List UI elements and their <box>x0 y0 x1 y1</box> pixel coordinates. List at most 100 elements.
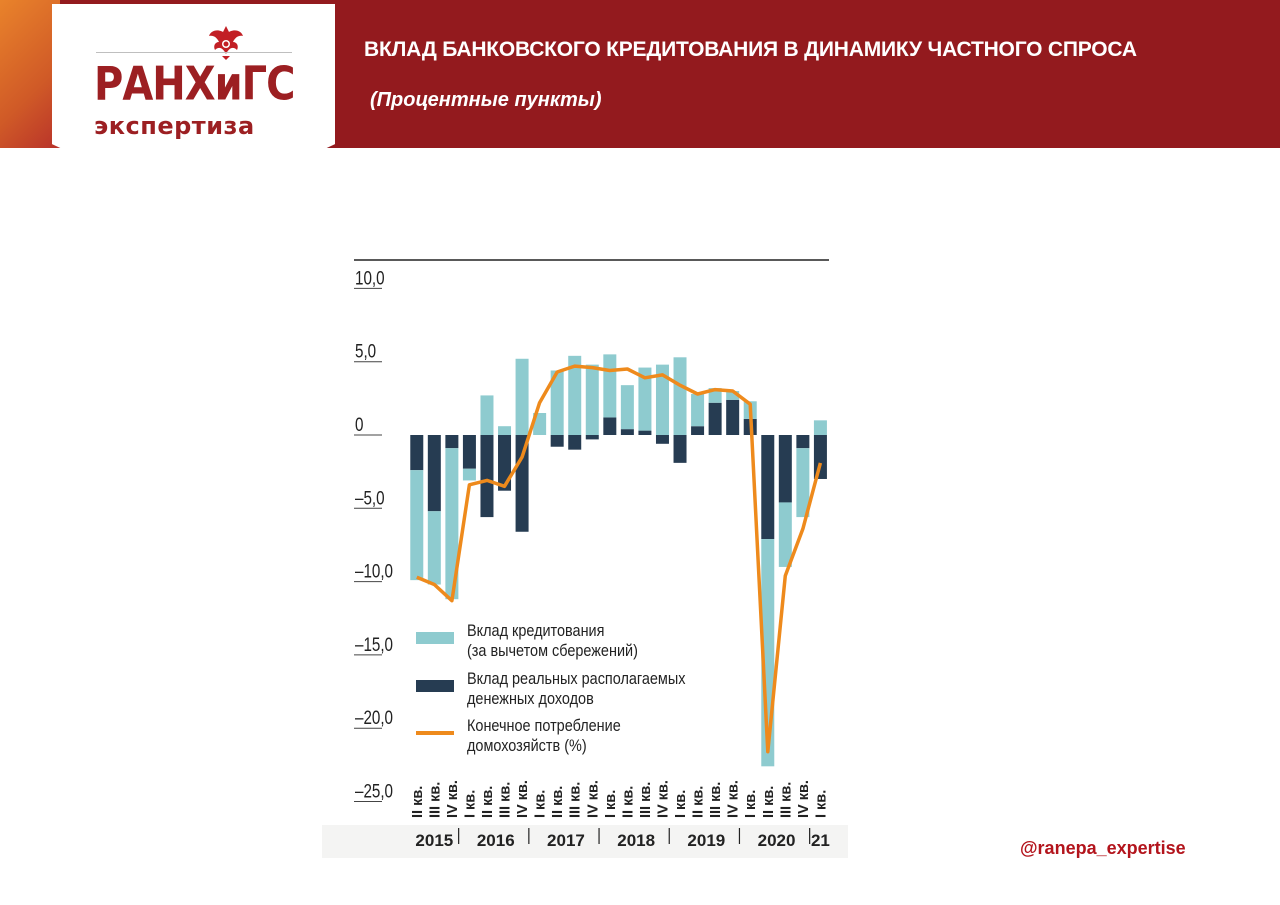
y-tick-label: –5,0 <box>355 487 385 509</box>
social-handle[interactable]: @ranepa_expertise <box>1020 838 1186 858</box>
credit-bar <box>585 364 599 435</box>
x-tick-label: II кв. <box>761 786 777 818</box>
y-tick-label: –25,0 <box>355 780 393 802</box>
year-label: 2018 <box>617 831 655 850</box>
x-tick-label: III кв. <box>498 782 514 818</box>
page-title: ВКЛАД БАНКОВСКОГО КРЕДИТОВАНИЯ В ДИНАМИК… <box>364 38 1137 61</box>
x-tick-label: I кв. <box>603 790 619 818</box>
x-tick-label: II кв. <box>691 786 707 818</box>
income-bar <box>778 435 792 503</box>
income-bar <box>515 435 529 532</box>
y-tick-label: 5,0 <box>355 340 376 362</box>
logo-divider <box>96 52 292 53</box>
credit-bar <box>778 502 792 567</box>
eagle-emblem-icon <box>209 26 243 60</box>
x-tick-label: IV кв. <box>655 780 671 818</box>
income-bar <box>427 435 441 512</box>
chart-plot-background <box>322 250 848 825</box>
credit-bar <box>638 367 652 431</box>
income-bar <box>796 435 810 449</box>
y-tick-label: 10,0 <box>355 267 385 289</box>
income-bar <box>462 435 476 469</box>
x-tick-label: II кв. <box>550 786 566 818</box>
credit-bar <box>427 511 441 585</box>
income-bar <box>603 417 617 435</box>
income-bar <box>726 399 740 435</box>
legend-swatch <box>416 632 454 644</box>
x-tick-label: IV кв. <box>515 780 531 818</box>
credit-bar <box>568 355 582 435</box>
year-label: 2015 <box>415 831 453 850</box>
x-tick-label: II кв. <box>620 786 636 818</box>
income-bar <box>445 435 459 449</box>
credit-bar <box>550 370 564 435</box>
logo-text: РАНХиГС <box>94 58 295 111</box>
y-tick-label: –10,0 <box>355 560 393 582</box>
consumption-line <box>416 364 823 754</box>
credit-bar <box>462 468 476 481</box>
legend-label: (за вычетом сбережений) <box>467 642 638 660</box>
x-tick-label: III кв. <box>778 782 794 818</box>
x-tick-label: I кв. <box>743 790 759 818</box>
income-bar <box>568 435 582 450</box>
income-bar <box>638 430 652 435</box>
income-bar <box>761 435 775 540</box>
income-bar <box>550 435 564 447</box>
year-label: 21 <box>811 831 830 850</box>
x-tick-label: III кв. <box>708 782 724 818</box>
legend-swatch <box>416 680 454 692</box>
legend-label: денежных доходов <box>467 690 594 708</box>
credit-bar <box>515 358 529 435</box>
x-tick-label: II кв. <box>410 786 426 818</box>
y-tick-label: 0 <box>355 413 363 435</box>
x-tick-label: I кв. <box>462 790 478 818</box>
legend-label: домохозяйств (%) <box>467 737 587 755</box>
income-bar <box>620 429 634 435</box>
credit-bar <box>691 393 705 427</box>
year-label: 2020 <box>758 831 796 850</box>
x-tick-label: I кв. <box>533 790 549 818</box>
year-label: 2016 <box>477 831 515 850</box>
year-label: 2017 <box>547 831 585 850</box>
chart-svg: 10,05,00–5,0–10,0–15,0–20,0–25,0 II кв. II… <box>322 250 848 858</box>
legend-label: Конечное потребление <box>467 717 621 735</box>
credit-bar <box>673 357 687 435</box>
x-tick-label: III кв. <box>638 782 654 818</box>
legend-label: Вклад кредитования <box>467 622 604 640</box>
credit-bar <box>813 420 827 435</box>
income-bar <box>410 435 424 471</box>
credit-bar <box>726 391 740 400</box>
page-subtitle: (Процентные пункты) <box>370 89 602 111</box>
income-bar <box>498 435 512 491</box>
logo-subtext: экспертиза <box>94 112 255 140</box>
banner-accent <box>0 0 60 148</box>
credit-bar <box>533 413 547 435</box>
income-bar <box>708 402 722 435</box>
x-tick-label: I кв. <box>673 790 689 818</box>
income-bar <box>813 435 827 479</box>
income-bar <box>585 435 599 440</box>
credit-bar <box>620 385 634 430</box>
x-tick-label: II кв. <box>480 786 496 818</box>
credit-bar <box>445 448 459 600</box>
y-tick-label: –20,0 <box>355 707 393 729</box>
year-label: 2019 <box>687 831 725 850</box>
x-tick-label: IV кв. <box>796 780 812 818</box>
credit-bar <box>603 354 617 418</box>
y-tick-label: –15,0 <box>355 633 393 655</box>
chart-container: 10,0 5,0 0 –5,0 –10,0 –15,0 –20,0 –25,0 II кв. II… <box>322 250 848 858</box>
income-bar <box>655 435 669 444</box>
credit-bar <box>480 395 494 435</box>
x-tick-label: IV кв. <box>445 780 461 818</box>
x-tick-label: III кв. <box>427 782 443 818</box>
x-tick-label: IV кв. <box>726 780 742 818</box>
income-bar <box>480 435 494 518</box>
x-tick-label: III кв. <box>568 782 584 818</box>
income-bar <box>691 426 705 435</box>
credit-bar <box>655 364 669 435</box>
x-tick-label: I кв. <box>813 790 829 818</box>
credit-bar <box>410 470 424 581</box>
income-bar <box>673 435 687 463</box>
credit-bar <box>796 448 810 518</box>
x-tick-label: IV кв. <box>585 780 601 818</box>
